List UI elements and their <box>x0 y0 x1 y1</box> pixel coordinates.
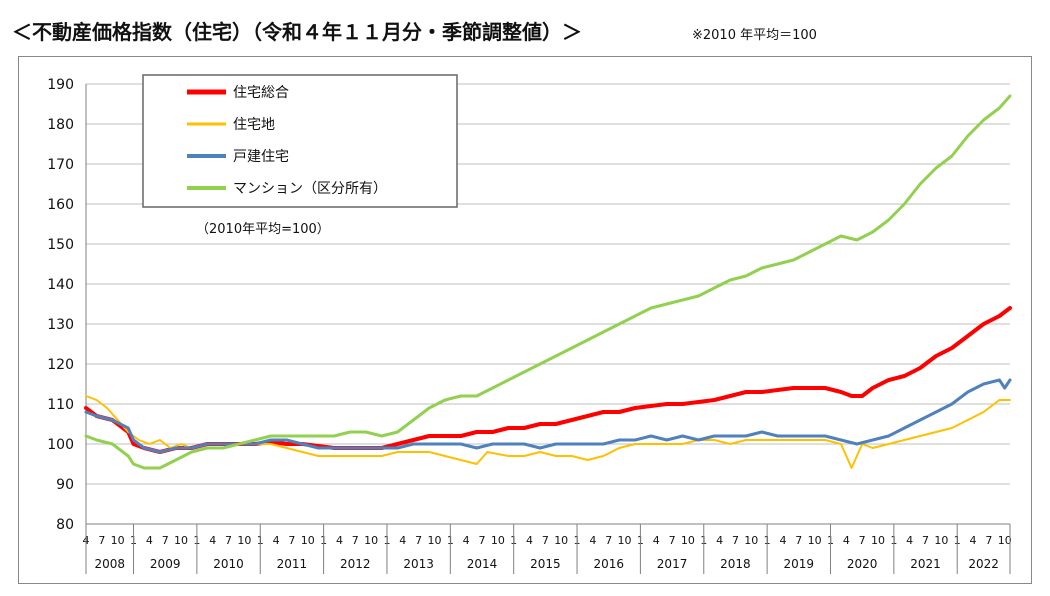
y-tick-label: 130 <box>47 317 74 333</box>
year-label: 2017 <box>657 557 688 571</box>
x-tick-label: 7 <box>859 534 866 547</box>
x-tick-label: 10 <box>237 534 251 547</box>
x-tick-label: 7 <box>415 534 422 547</box>
year-label: 2015 <box>530 557 561 571</box>
x-tick-label: 4 <box>273 534 280 547</box>
base-note: ※2010 年平均＝100 <box>692 28 817 43</box>
x-tick-label: 10 <box>618 534 632 547</box>
y-axis: 80 90 100 110 120 130 140 150 160 170 180 190 <box>47 77 87 533</box>
x-tick-label: 10 <box>808 534 822 547</box>
x-tick-label: 7 <box>352 534 359 547</box>
x-tick-label: 10 <box>554 534 568 547</box>
x-tick-label: 10 <box>871 534 885 547</box>
year-label: 2016 <box>593 557 624 571</box>
year-label: 2018 <box>720 557 751 571</box>
x-tick-label: 10 <box>364 534 378 547</box>
series-line <box>84 94 1012 470</box>
year-label: 2019 <box>784 557 815 571</box>
y-tick-label: 170 <box>47 157 74 173</box>
y-tick-label: 160 <box>47 197 74 213</box>
series-line <box>84 306 1012 454</box>
x-tick-label: 7 <box>288 534 295 547</box>
x-tick-label: 4 <box>843 534 850 547</box>
year-label: 2020 <box>847 557 878 571</box>
y-tick-label: 110 <box>47 397 74 413</box>
x-tick-label: 4 <box>209 534 216 547</box>
x-tick-label: 10 <box>744 534 758 547</box>
y-tick-label: 190 <box>47 77 74 93</box>
y-tick-label: 120 <box>47 357 74 373</box>
x-tick-label: 10 <box>998 534 1012 547</box>
x-tick-label: 4 <box>399 534 406 547</box>
series-line <box>85 395 1011 469</box>
x-tick-label: 7 <box>732 534 739 547</box>
series-line <box>84 378 1012 454</box>
x-tick-label: 10 <box>111 534 125 547</box>
x-tick-label: 4 <box>906 534 913 547</box>
x-tick-label: 7 <box>225 534 232 547</box>
legend-box <box>142 74 458 208</box>
x-tick-label: 7 <box>669 534 676 547</box>
year-label: 2021 <box>910 557 941 571</box>
year-label: 2014 <box>467 557 498 571</box>
y-tick-label: 100 <box>47 437 74 453</box>
y-tick-label: 180 <box>47 117 74 133</box>
x-tick-label: 4 <box>526 534 533 547</box>
x-tick-label: 10 <box>681 534 695 547</box>
page-title: ＜不動産価格指数（住宅）（令和４年１１月分・季節調整値）＞ <box>12 20 582 44</box>
x-tick-label: 4 <box>970 534 977 547</box>
x-tick-label: 4 <box>463 534 470 547</box>
x-tick-label: 7 <box>922 534 929 547</box>
x-tick-label: 4 <box>589 534 596 547</box>
y-tick-label: 80 <box>56 517 74 533</box>
grid-lines <box>86 83 1010 525</box>
x-tick-label: 10 <box>491 534 505 547</box>
x-tick-label: 7 <box>98 534 105 547</box>
x-tick-label: 7 <box>985 534 992 547</box>
x-tick-label: 7 <box>162 534 169 547</box>
year-label: 2008 <box>94 557 125 571</box>
year-label: 2013 <box>403 557 434 571</box>
x-tick-label: 4 <box>779 534 786 547</box>
x-tick-label: 10 <box>174 534 188 547</box>
year-label: 2022 <box>968 557 999 571</box>
legend-label: 住宅地 <box>233 117 275 133</box>
x-tick-label: 4 <box>653 534 660 547</box>
y-tick-label: 150 <box>47 237 74 253</box>
chart-frame <box>18 56 1032 584</box>
x-tick-label: 10 <box>301 534 315 547</box>
y-tick-label: 140 <box>47 277 74 293</box>
x-tick-label: 7 <box>542 534 549 547</box>
y-tick-label: 90 <box>56 477 74 493</box>
series-lines <box>84 94 1012 470</box>
legend-label: 戸建住宅 <box>233 149 289 165</box>
x-tick-label: 10 <box>934 534 948 547</box>
x-tick-label: 4 <box>336 534 343 547</box>
base-annotation: （2010年平均=100） <box>196 222 330 237</box>
x-tick-label: 7 <box>605 534 612 547</box>
x-tick-label: 10 <box>427 534 441 547</box>
x-axis: 4710147101471014710147101471014710147101… <box>83 523 1012 574</box>
x-tick-label: 4 <box>716 534 723 547</box>
year-label: 2012 <box>340 557 371 571</box>
x-tick-label: 7 <box>479 534 486 547</box>
x-tick-label: 4 <box>146 534 153 547</box>
year-label: 2011 <box>277 557 308 571</box>
legend-label: 住宅総合 <box>233 85 289 101</box>
legend-label: マンション（区分所有） <box>233 181 387 197</box>
year-label: 2009 <box>150 557 181 571</box>
x-tick-label: 7 <box>795 534 802 547</box>
year-label: 2010 <box>213 557 244 571</box>
